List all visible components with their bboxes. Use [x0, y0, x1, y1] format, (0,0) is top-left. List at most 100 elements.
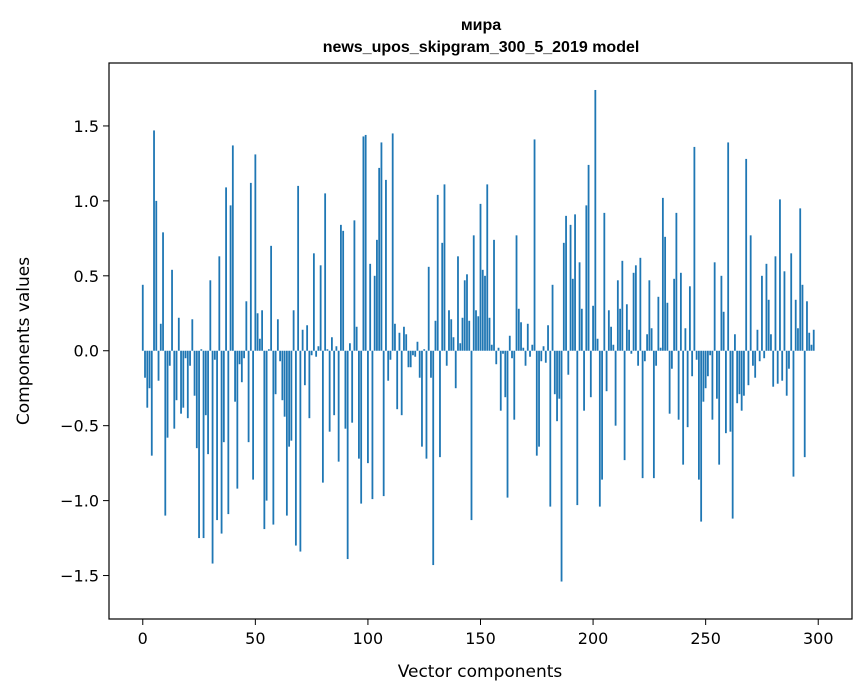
bar: [670, 350, 673, 369]
bar: [801, 284, 804, 351]
bar: [427, 266, 430, 351]
bar: [258, 338, 261, 351]
bar: [709, 350, 712, 356]
bar: [538, 350, 540, 447]
x-axis-label: Vector components: [398, 662, 563, 682]
bar: [468, 320, 471, 351]
x-tick-label: 200: [578, 629, 609, 648]
x-tick-label: 50: [245, 629, 265, 648]
bar: [585, 205, 588, 351]
bar: [623, 350, 626, 461]
bar: [738, 350, 741, 395]
bar: [380, 142, 383, 351]
bar: [560, 350, 563, 582]
bar: [779, 199, 781, 351]
bar: [574, 214, 576, 351]
bar: [263, 350, 266, 530]
bar: [614, 350, 617, 426]
bar: [675, 212, 678, 351]
bar: [493, 239, 495, 351]
bar: [353, 220, 356, 351]
bar: [515, 235, 518, 351]
bar: [351, 350, 354, 423]
bar: [562, 242, 565, 351]
bar: [506, 350, 509, 498]
bar: [195, 350, 198, 449]
bar: [679, 272, 682, 351]
bar: [180, 350, 182, 414]
bar: [542, 346, 545, 351]
bar: [594, 89, 597, 351]
bar: [639, 257, 642, 351]
bar: [749, 235, 752, 351]
bar: [207, 350, 209, 455]
bar: [385, 179, 387, 351]
bar: [499, 350, 502, 411]
bar: [587, 164, 590, 351]
bar: [790, 253, 793, 351]
bar-series: [141, 89, 815, 582]
bar: [328, 350, 331, 432]
bar: [189, 350, 191, 366]
bar: [461, 317, 464, 351]
bar: [578, 262, 581, 351]
bar: [153, 130, 155, 351]
bar: [661, 197, 664, 351]
bar: [695, 350, 698, 360]
bar: [234, 350, 236, 402]
bar: [754, 350, 757, 378]
bar: [466, 274, 468, 351]
bar: [547, 325, 549, 351]
bar: [439, 350, 441, 458]
bar: [452, 337, 455, 351]
y-tick-label: 1.5: [74, 117, 99, 136]
bar: [256, 313, 259, 351]
bar: [781, 350, 784, 381]
bar: [378, 167, 381, 351]
bar: [231, 145, 234, 351]
bar: [162, 232, 164, 351]
bar: [412, 350, 414, 356]
bar: [198, 350, 200, 539]
bar: [148, 350, 151, 389]
bar: [682, 350, 685, 465]
bar: [400, 350, 403, 416]
bar: [267, 349, 270, 351]
bar: [421, 350, 423, 447]
bar: [459, 343, 462, 351]
y-tick-label: −0.5: [60, 417, 99, 436]
bar: [598, 350, 601, 507]
bar: [565, 215, 567, 351]
bar: [691, 350, 694, 377]
bar: [308, 350, 311, 419]
bar: [511, 350, 513, 359]
bar: [502, 350, 504, 354]
bar: [673, 278, 676, 351]
bar: [317, 346, 320, 351]
bar: [209, 280, 212, 351]
bar: [409, 350, 412, 368]
bar: [306, 325, 309, 351]
bar: [722, 311, 725, 351]
bar: [166, 350, 169, 438]
bar: [333, 350, 336, 416]
bar: [157, 350, 160, 381]
bar: [567, 350, 570, 375]
bar: [641, 350, 644, 479]
bar: [740, 350, 743, 411]
bar: [643, 350, 646, 362]
bar: [716, 350, 718, 399]
bar: [396, 350, 399, 410]
bar: [229, 205, 232, 351]
bar: [619, 308, 621, 351]
bar: [488, 317, 491, 351]
bar: [155, 200, 158, 351]
bar: [141, 284, 144, 351]
bar: [531, 344, 534, 351]
bar: [369, 263, 372, 351]
bar: [657, 296, 660, 351]
bar: [592, 305, 594, 351]
bar: [551, 284, 554, 351]
bar: [454, 350, 457, 389]
bar: [261, 310, 263, 351]
